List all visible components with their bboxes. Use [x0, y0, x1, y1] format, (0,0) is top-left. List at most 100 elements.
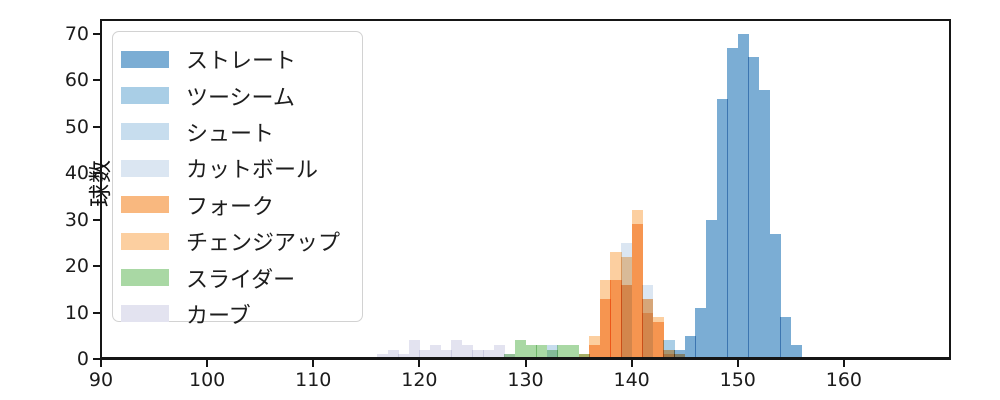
- y-tick-label-20: 20: [64, 255, 89, 278]
- x-tick-label-140: 140: [613, 369, 650, 391]
- legend-item-7: カーブ: [121, 296, 362, 332]
- x-tick-mark-160: [842, 359, 845, 367]
- histogram-bar-0-x116: [376, 354, 389, 359]
- histogram-bar-7-x155: [790, 345, 802, 359]
- histogram-bar-0-x118: [398, 354, 410, 359]
- y-tick-mark-10: [93, 311, 101, 314]
- legend-item-1: ツーシーム: [121, 77, 362, 113]
- x-tick-mark-150: [736, 359, 739, 367]
- y-tick-mark-30: [93, 218, 101, 221]
- legend-swatch-7: [121, 305, 169, 323]
- x-tick-label-90: 90: [88, 369, 114, 391]
- y-tick-mark-60: [93, 79, 101, 82]
- histogram-bar-4-x135: [578, 354, 590, 359]
- legend-item-4: フォーク: [121, 187, 362, 223]
- legend-label-3: カットボール: [186, 158, 319, 184]
- histogram-bar-3-x132: [546, 345, 558, 359]
- x-tick-label-120: 120: [401, 369, 438, 391]
- histogram-bar-5-x140: [631, 224, 643, 359]
- legend-swatch-3: [121, 159, 169, 177]
- histogram-bar-1-x128: [504, 354, 516, 359]
- legend-item-5: チェンジアップ: [121, 223, 362, 259]
- y-tick-label-10: 10: [64, 301, 89, 324]
- histogram-bar-1-x131: [536, 345, 548, 359]
- y-tick-label-50: 50: [64, 115, 89, 138]
- histogram-bar-7-x147: [705, 219, 718, 359]
- legend-label-7: カーブ: [186, 303, 251, 329]
- histogram-bar-0-x125: [472, 349, 484, 359]
- y-tick-label-60: 60: [64, 69, 89, 92]
- plot-area: 90 100 110 120 130 140 150 160 0 10 20 30 40 50 60 70 …: [65, 19, 951, 391]
- x-tick-mark-100: [206, 359, 209, 367]
- histogram-bar-1-x133: [557, 345, 569, 359]
- histogram-bar-5-x138: [610, 280, 622, 359]
- legend-swatch-0: [121, 50, 169, 68]
- legend-label-4: フォーク: [186, 194, 275, 220]
- x-tick-label-150: 150: [719, 369, 756, 391]
- histogram-bar-7-x145: [684, 335, 696, 359]
- histogram-bar-7-x152: [758, 89, 771, 359]
- x-tick-label-100: 100: [188, 369, 226, 391]
- legend-swatch-4: [121, 196, 169, 214]
- histogram-bar-5-x139: [621, 284, 633, 359]
- histogram-bar-0-x123: [451, 340, 463, 359]
- histogram-bar-7-x148: [716, 98, 728, 359]
- x-tick-mark-120: [418, 359, 421, 367]
- histogram-bar-1-x130: [525, 345, 537, 359]
- x-tick-mark-140: [630, 359, 633, 367]
- histogram-bar-5-x137: [599, 298, 611, 359]
- histogram-bar-7-x150: [737, 33, 749, 359]
- histogram-bar-0-x120: [419, 349, 431, 359]
- y-tick-label-30: 30: [64, 208, 89, 231]
- histogram-bar-6-x143: [663, 340, 675, 359]
- y-tick-mark-20: [93, 265, 101, 268]
- histogram-bar-1-x134: [567, 345, 580, 359]
- x-tick-mark-130: [524, 359, 527, 367]
- legend-label-5: チェンジアップ: [186, 231, 341, 257]
- legend-swatch-6: [121, 269, 169, 287]
- histogram-bar-5-x141: [642, 298, 654, 359]
- legend-label-0: ストレート: [186, 49, 297, 75]
- legend-item-2: シュート: [121, 114, 362, 150]
- x-tick-label-130: 130: [507, 369, 544, 391]
- histogram-bar-7-x151: [748, 57, 760, 359]
- histogram-bars: [101, 20, 950, 359]
- legend-item-0: ストレート: [121, 41, 362, 77]
- histogram-bar-6-x144: [674, 349, 686, 359]
- histogram-bar-0-x121: [429, 345, 442, 359]
- y-tick-label-40: 40: [64, 162, 89, 185]
- legend-label-2: シュート: [186, 121, 275, 147]
- legend-swatch-2: [121, 123, 169, 141]
- y-tick-label-0: 0: [76, 348, 89, 370]
- legend-swatch-1: [121, 87, 169, 105]
- x-tick-mark-90: [100, 359, 102, 367]
- y-tick-mark-40: [93, 172, 101, 175]
- y-tick-mark-70: [93, 32, 101, 35]
- y-tick-label-70: 70: [64, 22, 89, 45]
- histogram-bar-7-x153: [769, 233, 781, 359]
- x-tick-label-110: 110: [295, 369, 332, 391]
- x-tick-mark-110: [312, 359, 315, 367]
- histogram-bar-0-x124: [461, 345, 473, 359]
- legend-swatch-5: [121, 232, 169, 250]
- histogram-bar-1-x129: [514, 340, 526, 359]
- legend-item-3: カットボール: [121, 150, 362, 186]
- legend-label-6: スライダー: [186, 267, 296, 293]
- histogram-bar-5-x136: [589, 345, 601, 359]
- histogram-bar-0-x126: [483, 349, 495, 359]
- histogram-bar-7-x146: [695, 307, 707, 359]
- legend-label-1: ツーシーム: [186, 85, 295, 111]
- y-tick-mark-0: [93, 358, 101, 360]
- histogram-bar-0-x122: [440, 349, 452, 359]
- histogram-bar-5-x142: [652, 321, 664, 359]
- histogram-bar-7-x149: [727, 47, 739, 359]
- histogram-bar-0-x119: [408, 340, 420, 359]
- y-tick-mark-50: [93, 125, 101, 128]
- legend: ストレートツーシームシュートカットボール フォークチェンジアップ スライダーカーブ: [112, 31, 363, 329]
- histogram-bar-7-x154: [780, 317, 792, 359]
- histogram-bar-0-x127: [493, 345, 505, 359]
- legend-item-6: スライダー: [121, 259, 362, 295]
- histogram-bar-0-x117: [387, 349, 399, 359]
- x-tick-label-160: 160: [825, 369, 862, 391]
